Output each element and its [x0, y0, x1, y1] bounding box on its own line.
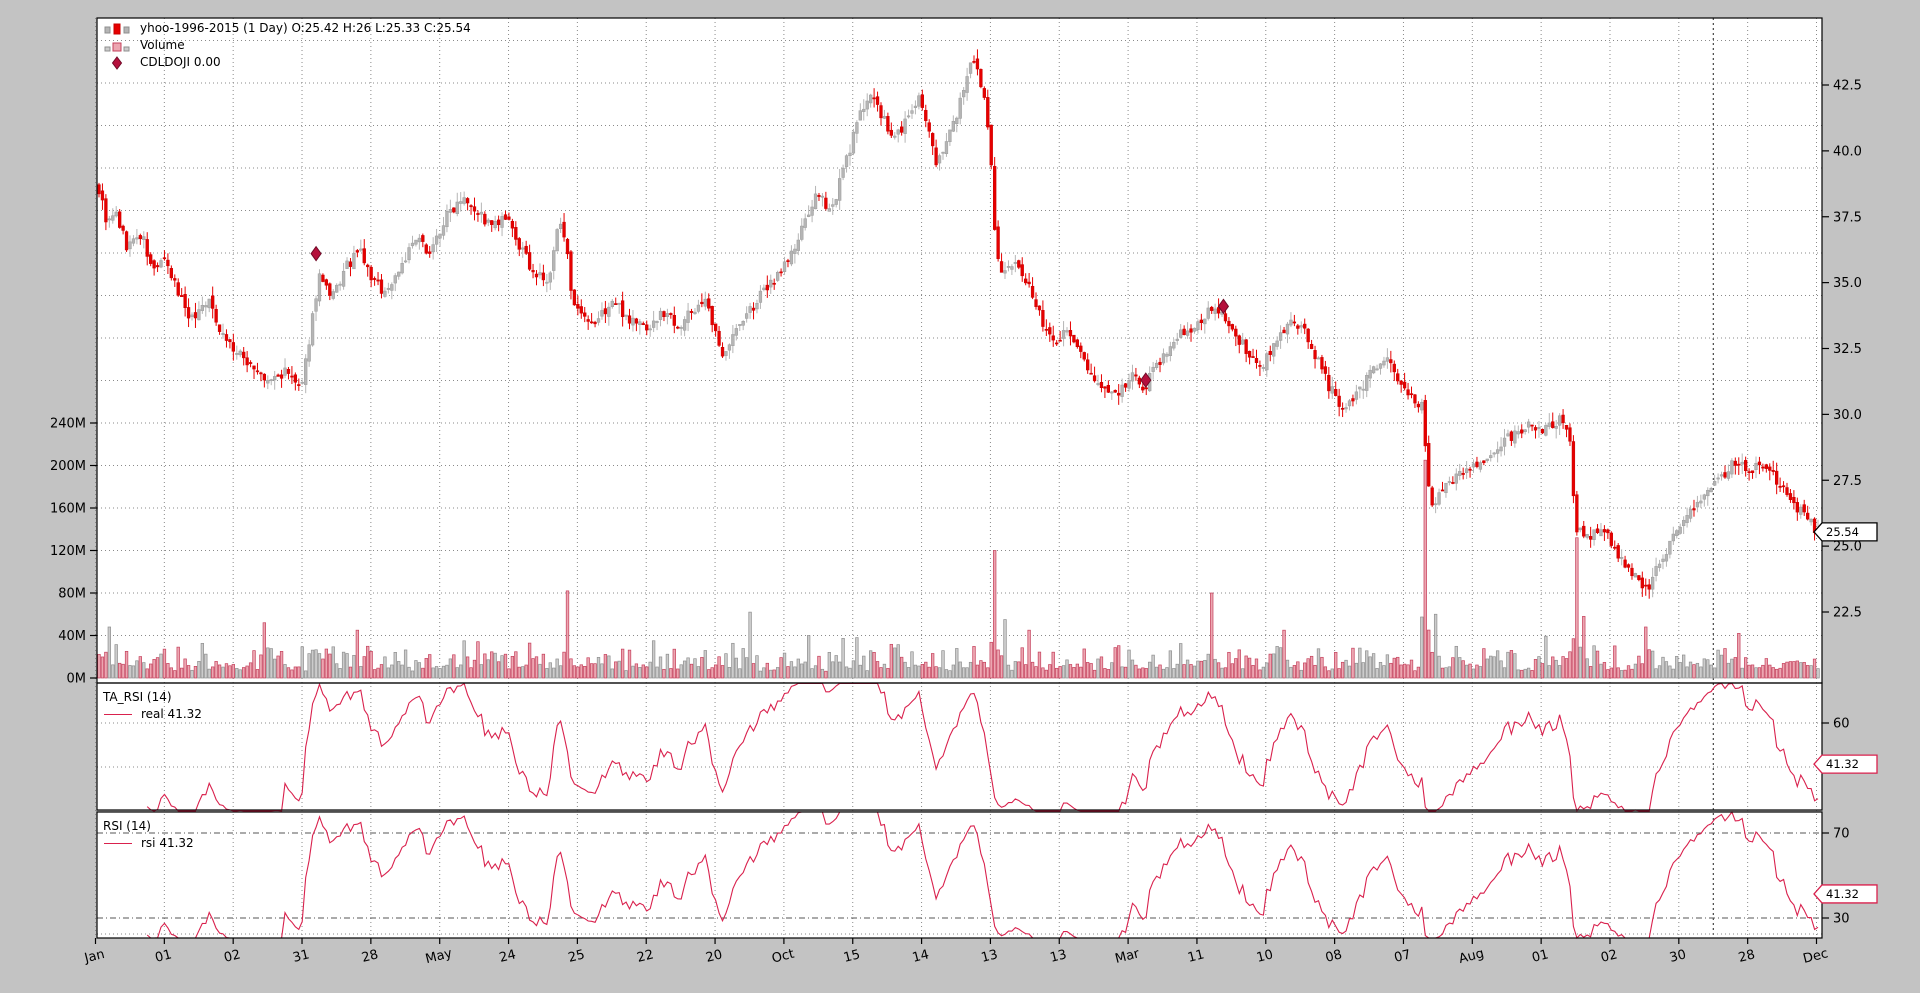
svg-text:30: 30: [1833, 912, 1850, 927]
svg-text:11: 11: [1186, 947, 1206, 966]
svg-text:15: 15: [842, 947, 862, 966]
svg-text:31: 31: [291, 947, 311, 966]
svg-text:22: 22: [636, 947, 656, 966]
volume-layer: [97, 459, 1820, 679]
svg-text:13: 13: [1049, 947, 1069, 966]
rsi1-legend-label: real 41.32: [141, 707, 202, 721]
panel-backgrounds: [97, 18, 1822, 938]
candles-layer: [97, 49, 1820, 599]
main-legend: yhoo-1996-2015 (1 Day) O:25.42 H:26 L:25…: [102, 20, 471, 71]
doji-label: CDLDOJI 0.00: [140, 55, 221, 69]
legend-row-price: yhoo-1996-2015 (1 Day) O:25.42 H:26 L:25…: [102, 20, 471, 37]
svg-text:22.5: 22.5: [1833, 606, 1862, 621]
svg-text:02: 02: [222, 947, 242, 966]
svg-text:01: 01: [154, 947, 174, 966]
svg-text:30: 30: [1668, 947, 1688, 966]
svg-text:28: 28: [1737, 947, 1757, 966]
svg-text:41.32: 41.32: [1826, 887, 1859, 901]
svg-text:14: 14: [911, 947, 931, 966]
svg-text:120M: 120M: [50, 544, 86, 559]
svg-text:Mar: Mar: [1114, 946, 1142, 967]
rsi1-legend: real 41.32: [103, 706, 202, 723]
legend-row-volume: Volume: [102, 37, 471, 54]
svg-text:13: 13: [980, 947, 1000, 966]
rsi2-legend: rsi 41.32: [103, 835, 194, 852]
rsi1-tag: 41.32: [1813, 754, 1878, 774]
svg-text:Aug: Aug: [1457, 946, 1485, 967]
legend-row-doji: CDLDOJI 0.00: [102, 54, 471, 71]
panel-borders: [96, 17, 1823, 939]
svg-text:30.0: 30.0: [1833, 408, 1862, 423]
axis-labels: 42.540.037.535.032.530.027.525.022.5240M…: [50, 79, 1862, 968]
svg-text:May: May: [424, 946, 454, 967]
grid-layer: [95, 18, 1822, 938]
svg-text:10: 10: [1255, 947, 1275, 966]
rsi2-tag: 41.32: [1813, 884, 1878, 904]
svg-text:01: 01: [1530, 947, 1550, 966]
svg-text:32.5: 32.5: [1833, 342, 1862, 357]
rsi2-legend-label: rsi 41.32: [141, 836, 194, 850]
svg-text:25.0: 25.0: [1833, 540, 1862, 555]
svg-text:40.0: 40.0: [1833, 144, 1862, 159]
rsi2-line: [146, 810, 1819, 940]
svg-text:20: 20: [704, 947, 724, 966]
rsi2-panel-title: RSI (14): [103, 819, 151, 833]
svg-text:Jan: Jan: [82, 947, 106, 967]
rsi2-line-icon: [103, 843, 133, 844]
rsi1-panel-title: TA_RSI (14): [103, 690, 172, 704]
svg-text:37.5: 37.5: [1833, 210, 1862, 225]
rsi1-line: [146, 682, 1819, 813]
price-tag: 25.54: [1813, 522, 1878, 542]
svg-text:25: 25: [567, 947, 587, 966]
doji-diamond-icon: [102, 55, 132, 70]
svg-text:60: 60: [1833, 717, 1850, 732]
main-series-label: yhoo-1996-2015 (1 Day) O:25.42 H:26 L:25…: [140, 21, 471, 35]
doji-markers-layer: [310, 245, 1230, 388]
svg-text:24: 24: [498, 947, 518, 966]
svg-text:41.32: 41.32: [1826, 757, 1859, 771]
svg-text:02: 02: [1599, 947, 1619, 966]
svg-text:07: 07: [1393, 947, 1413, 966]
svg-text:27.5: 27.5: [1833, 474, 1862, 489]
svg-text:Oct: Oct: [770, 947, 795, 967]
svg-text:200M: 200M: [50, 459, 86, 474]
svg-text:240M: 240M: [50, 417, 86, 432]
svg-text:160M: 160M: [50, 502, 86, 517]
svg-text:28: 28: [360, 947, 380, 966]
rsi1-line-icon: [103, 714, 133, 715]
volume-bars-icon: [102, 40, 132, 52]
svg-text:35.0: 35.0: [1833, 276, 1862, 291]
svg-text:08: 08: [1324, 947, 1344, 966]
svg-text:80M: 80M: [58, 587, 86, 602]
candlestick-icon: [102, 23, 132, 35]
svg-text:70: 70: [1833, 827, 1850, 842]
svg-text:Dec: Dec: [1802, 946, 1830, 967]
svg-text:42.5: 42.5: [1833, 79, 1862, 94]
svg-text:0M: 0M: [67, 672, 87, 687]
volume-label: Volume: [140, 38, 185, 52]
svg-text:40M: 40M: [58, 629, 86, 644]
svg-text:25.54: 25.54: [1826, 525, 1859, 539]
